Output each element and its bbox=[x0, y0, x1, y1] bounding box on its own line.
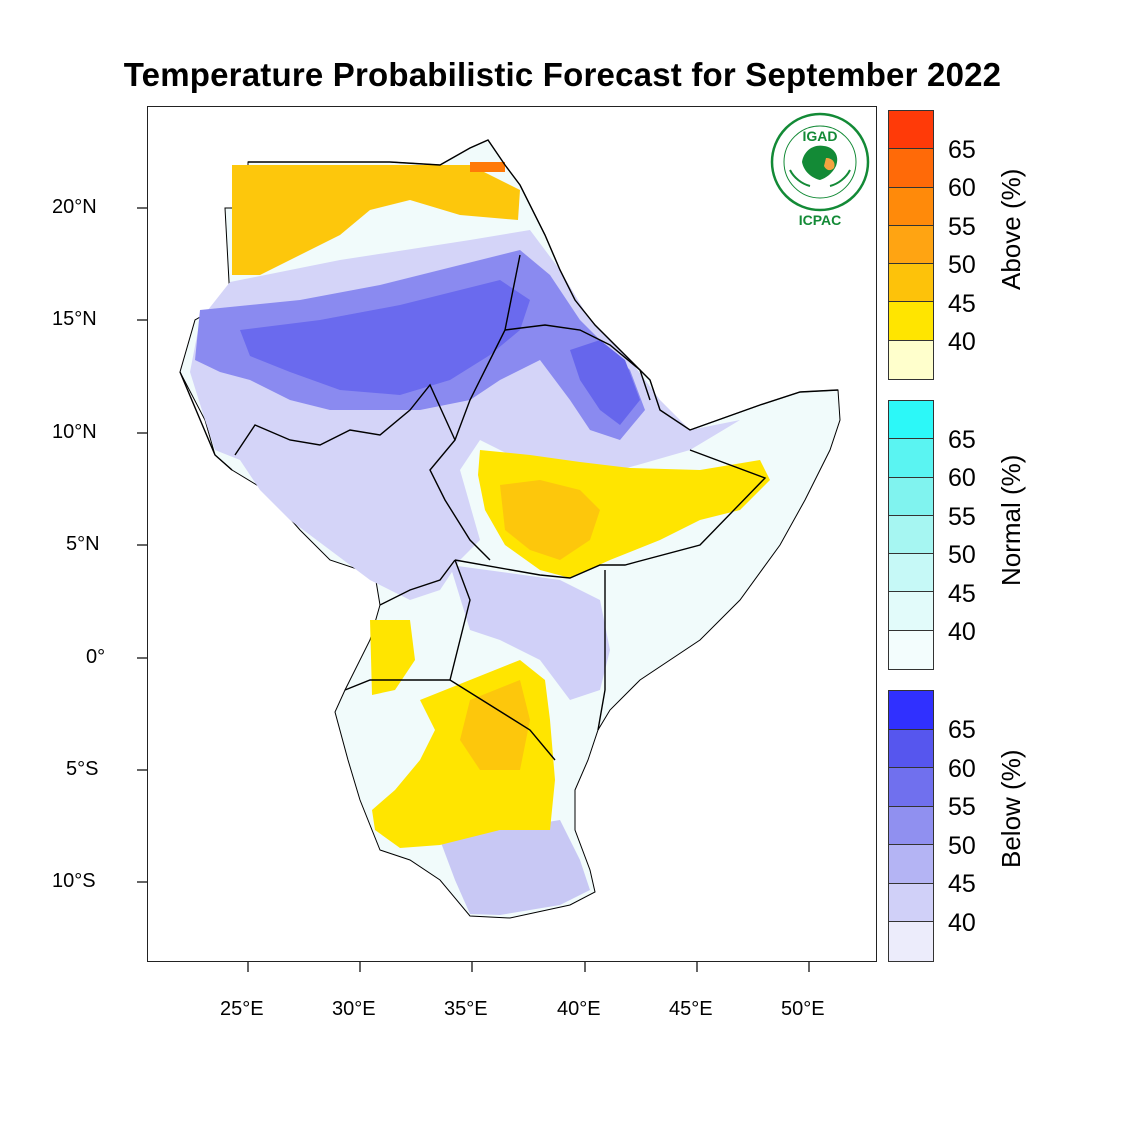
colorbar-below-tick: 60 bbox=[948, 755, 976, 783]
lat-tick-label: 5°S bbox=[66, 758, 99, 780]
above-45-tanzania bbox=[460, 680, 530, 770]
colorbar-normal-swatch bbox=[889, 630, 933, 669]
lon-tick-label: 35°E bbox=[444, 998, 488, 1020]
colorbar-above-tick: 45 bbox=[948, 290, 976, 318]
colorbar-below-swatch bbox=[889, 691, 933, 730]
lat-tick-label: 15°N bbox=[52, 308, 97, 330]
lon-tick-label: 40°E bbox=[557, 998, 601, 1020]
colorbar-normal-swatch bbox=[889, 477, 933, 516]
colorbar-above-tick: 50 bbox=[948, 251, 976, 279]
colorbar-above-tick: 55 bbox=[948, 213, 976, 241]
colorbar-above-swatch bbox=[889, 302, 933, 341]
above-40-lake bbox=[370, 620, 415, 695]
colorbar-below-tick: 50 bbox=[948, 832, 976, 860]
lat-tick-label: 10°S bbox=[52, 870, 96, 892]
colorbar-below-swatch bbox=[889, 922, 933, 961]
colorbar-above-swatch bbox=[889, 225, 933, 265]
colorbar-below-tick: 45 bbox=[948, 870, 976, 898]
colorbar-above-tick: 40 bbox=[948, 328, 976, 356]
colorbar-normal-tick: 40 bbox=[948, 618, 976, 646]
colorbar-above-swatch bbox=[889, 264, 933, 303]
below-55-east bbox=[570, 340, 640, 425]
colorbar-normal-tick: 55 bbox=[948, 503, 976, 531]
axis-ticks bbox=[137, 207, 810, 972]
colorbar-normal-swatch bbox=[889, 554, 933, 593]
lat-tick-label: 0° bbox=[86, 646, 106, 668]
colorbar-below bbox=[888, 690, 934, 962]
colorbar-normal bbox=[888, 400, 934, 670]
igad-icpac-logo: IGAD ICPAC bbox=[768, 112, 872, 237]
colorbar-normal-swatch bbox=[889, 592, 933, 631]
colorbar-above-swatch bbox=[889, 111, 933, 150]
below-40-south bbox=[450, 565, 610, 700]
above-55-north bbox=[470, 162, 505, 172]
colorbar-above-swatch bbox=[889, 187, 933, 226]
colorbar-above-swatch bbox=[889, 340, 933, 379]
colorbar-normal-swatch bbox=[889, 401, 933, 440]
lon-tick-label: 50°E bbox=[781, 998, 825, 1020]
colorbar-below-title: Below (%) bbox=[996, 749, 1026, 868]
lat-tick-label: 5°N bbox=[66, 533, 100, 555]
colorbar-below-swatch bbox=[889, 729, 933, 769]
colorbar-below-tick: 55 bbox=[948, 793, 976, 821]
colorbar-normal-tick: 60 bbox=[948, 464, 976, 492]
lon-tick-label: 25°E bbox=[220, 998, 264, 1020]
colorbar-below-swatch bbox=[889, 883, 933, 923]
colorbar-above-tick: 65 bbox=[948, 136, 976, 164]
colorbar-above-tick: 60 bbox=[948, 174, 976, 202]
colorbar-below-tick: 65 bbox=[948, 716, 976, 744]
lat-tick-label: 10°N bbox=[52, 421, 97, 443]
lon-tick-label: 45°E bbox=[669, 998, 713, 1020]
lon-tick-label: 30°E bbox=[332, 998, 376, 1020]
colorbar-normal-title: Normal (%) bbox=[996, 454, 1026, 586]
colorbar-below-tick: 40 bbox=[948, 909, 976, 937]
colorbar-normal-tick: 65 bbox=[948, 426, 976, 454]
colorbar-above-title: Above (%) bbox=[996, 168, 1026, 290]
lat-tick-label: 20°N bbox=[52, 196, 97, 218]
colorbar-normal-swatch bbox=[889, 439, 933, 478]
below-40-tanzania bbox=[440, 820, 590, 915]
country-borders bbox=[179, 139, 839, 761]
colorbar-above bbox=[888, 110, 934, 380]
colorbar-normal-tick: 45 bbox=[948, 580, 976, 608]
above-45-ethiopia bbox=[500, 480, 600, 560]
logo-subtitle: ICPAC bbox=[798, 212, 842, 228]
colorbar-above-swatch bbox=[889, 149, 933, 188]
logo-acronym: IGAD bbox=[802, 128, 838, 144]
colorbar-below-swatch bbox=[889, 806, 933, 846]
map-title: Temperature Probabilistic Forecast for S… bbox=[123, 56, 1002, 93]
colorbar-below-swatch bbox=[889, 768, 933, 807]
above-45-north bbox=[232, 165, 520, 275]
colorbar-below-swatch bbox=[889, 845, 933, 884]
colorbar-normal-swatch bbox=[889, 515, 933, 555]
below-55-region bbox=[240, 280, 530, 395]
colorbar-normal-tick: 50 bbox=[948, 541, 976, 569]
